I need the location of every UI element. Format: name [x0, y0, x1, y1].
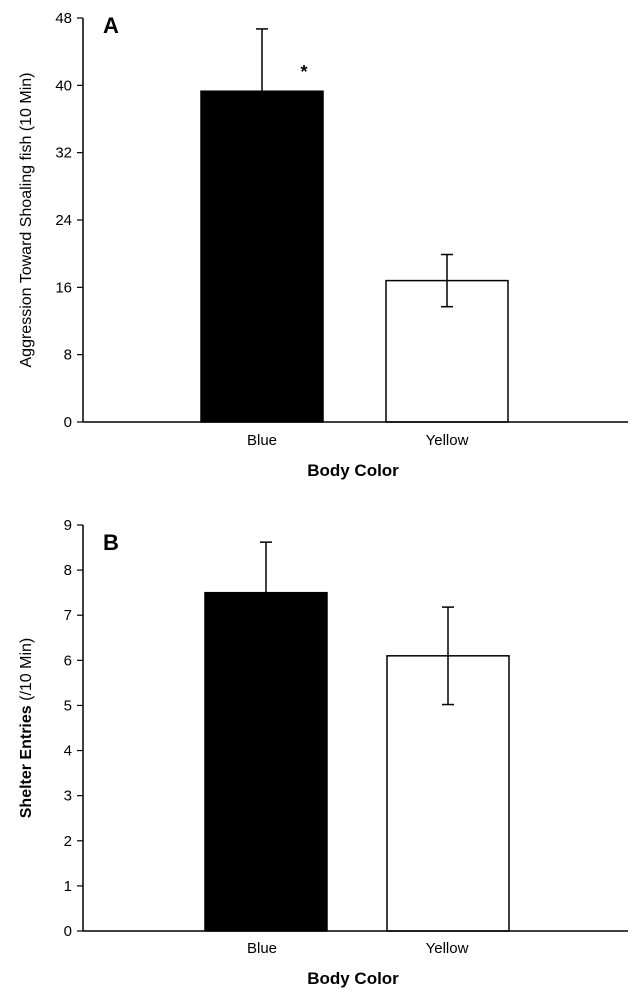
- panel-b-y-tick-label: 8: [64, 562, 72, 579]
- panel-b-y-tick-label: 7: [64, 607, 72, 624]
- panel-a-y-tick-label: 40: [55, 77, 72, 94]
- panel-b-bar-blue: [204, 591, 328, 932]
- panel-b-label: B: [103, 530, 119, 555]
- panel-a-y-title: Aggression Toward Shoaling fish (10 Min): [18, 73, 35, 368]
- panel-a-category-blue: Blue: [247, 432, 277, 449]
- panel-b-y-tick-label: 3: [64, 788, 72, 805]
- panel-b-y-tick-label: 6: [64, 652, 72, 669]
- panel-a-y-tick-label: 24: [55, 212, 72, 229]
- panel-b: B 0 1 2 3 4 5 6 7 8 9 Blue Yellow Body Color Shel…: [18, 517, 628, 988]
- panel-a-y-tick-label: 16: [55, 279, 72, 296]
- panel-a-bars: [200, 28, 509, 423]
- panel-b-y-tick-label: 5: [64, 697, 72, 714]
- panel-b-y-tick-label: 2: [64, 833, 72, 850]
- panel-a-significance-marker: *: [300, 62, 307, 82]
- panel-a: A 0 8 16 24 32 40 48 Blue Yellow Body Color Ag…: [18, 10, 628, 480]
- panel-b-y-title: Shelter Entries (/10 Min): [18, 638, 35, 819]
- panel-b-y-tick-label: 9: [64, 517, 72, 534]
- panel-b-x-title: Body Color: [307, 969, 399, 988]
- panel-b-y-tick-label: 0: [64, 923, 72, 940]
- panel-b-category-yellow: Yellow: [426, 940, 469, 957]
- panel-a-y-tick-label: 8: [64, 347, 72, 364]
- panel-b-y-title-bold: Shelter Entries: [18, 705, 35, 818]
- panel-b-category-blue: Blue: [247, 940, 277, 957]
- panel-a-category-yellow: Yellow: [426, 432, 469, 449]
- panel-a-bar-blue: [200, 90, 324, 423]
- panel-a-label: A: [103, 13, 119, 38]
- panel-b-y-tick-label: 1: [64, 878, 72, 895]
- panel-b-y-ticks: 0 1 2 3 4 5 6 7 8 9: [64, 517, 83, 940]
- panel-b-bars: [204, 541, 510, 932]
- panel-a-y-tick-label: 32: [55, 145, 72, 162]
- panel-a-y-tick-label: 48: [55, 10, 72, 27]
- panel-b-y-title-rest: (/10 Min): [18, 638, 35, 706]
- panel-a-y-ticks: 0 8 16 24 32 40 48: [55, 10, 83, 431]
- panel-b-y-tick-label: 4: [64, 743, 72, 760]
- panel-a-y-tick-label: 0: [64, 414, 72, 431]
- panel-a-x-title: Body Color: [307, 461, 399, 480]
